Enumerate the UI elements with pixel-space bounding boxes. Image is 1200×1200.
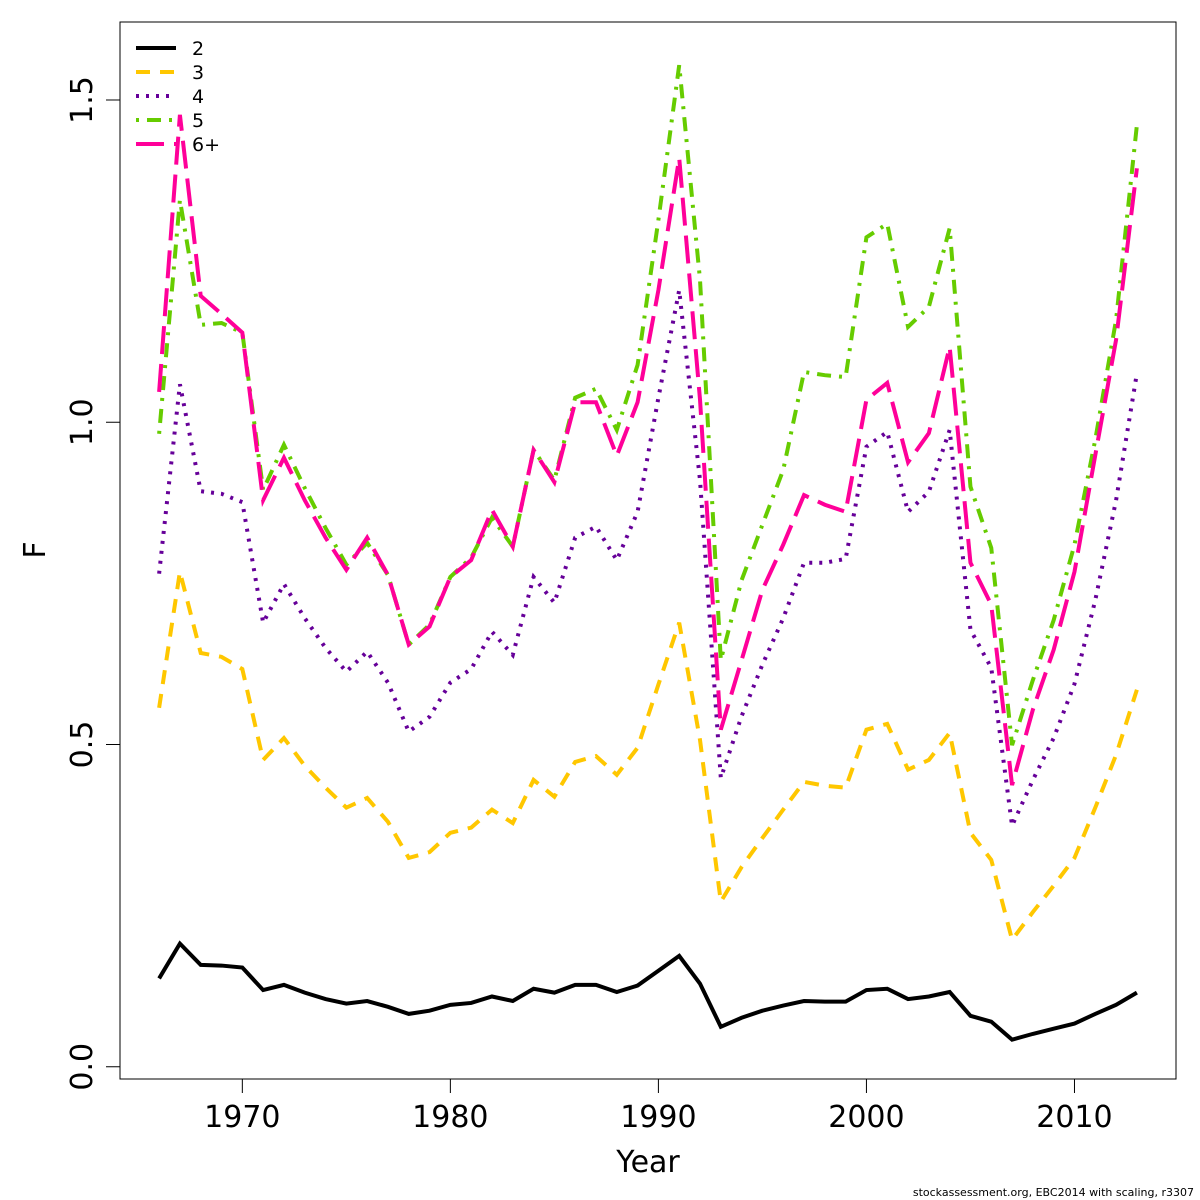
x-tick-label: 1970	[204, 1100, 280, 1135]
y-tick-label: 1.5	[65, 76, 100, 124]
y-tick-label: 0.0	[65, 1043, 100, 1091]
legend-label: 6+	[192, 134, 220, 156]
legend-label: 4	[192, 86, 204, 108]
plot-box	[119, 21, 1177, 1080]
legend-label: 2	[192, 38, 204, 60]
x-tick-label: 2000	[828, 1100, 904, 1135]
y-axis-label: F	[18, 541, 53, 558]
legend-label: 5	[192, 110, 204, 132]
x-tick-label: 1990	[620, 1100, 696, 1135]
series-line	[157, 64, 1139, 746]
legend-label: 3	[192, 62, 204, 84]
series-line	[157, 940, 1138, 1042]
series-line	[157, 114, 1139, 786]
caption: stockassessment.org, EBC2014 with scalin…	[913, 1186, 1194, 1199]
y-tick-label: 1.0	[65, 398, 100, 446]
y-tick-label: 0.5	[65, 721, 100, 769]
series-line	[157, 571, 1139, 945]
x-axis-label: Year	[615, 1145, 680, 1180]
x-tick-label: 1980	[412, 1100, 488, 1135]
x-tick-label: 2010	[1036, 1100, 1112, 1135]
series-line	[157, 289, 1139, 833]
